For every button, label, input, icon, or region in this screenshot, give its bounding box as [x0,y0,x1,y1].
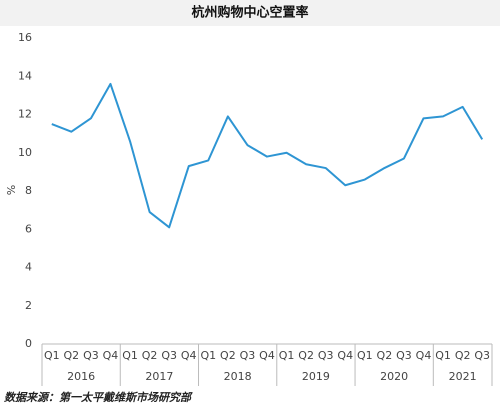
x-tick-label: Q2 [142,349,158,362]
y-tick-label: 4 [25,261,32,274]
x-tick-label: Q2 [377,349,393,362]
x-group-label: 2019 [302,370,330,383]
y-tick-label: 8 [25,184,32,197]
y-axis-label: % [5,185,18,195]
x-tick-label: Q2 [298,349,314,362]
y-tick-label: 10 [18,146,32,159]
x-tick-label: Q3 [474,349,490,362]
x-tick-label: Q1 [44,349,60,362]
x-group-label: 2020 [380,370,408,383]
x-tick-label: Q2 [220,349,236,362]
x-tick-label: Q1 [122,349,138,362]
y-tick-label: 2 [25,299,32,312]
x-tick-label: Q1 [435,349,451,362]
x-tick-label: Q3 [83,349,99,362]
x-tick-label: Q4 [103,349,119,362]
x-group-label: 2021 [449,370,477,383]
x-tick-label: Q1 [200,349,216,362]
x-tick-label: Q1 [279,349,295,362]
x-tick-label: Q3 [396,349,412,362]
x-tick-label: Q4 [337,349,353,362]
x-tick-label: Q3 [161,349,177,362]
x-tick-label: Q4 [416,349,432,362]
y-tick-label: 0 [25,337,32,350]
x-tick-label: Q1 [357,349,373,362]
x-tick-label: Q2 [455,349,471,362]
x-tick-label: Q3 [240,349,256,362]
data-line [51,82,484,229]
y-tick-label: 12 [18,108,32,121]
y-tick-label: 16 [18,31,32,44]
x-tick-label: Q3 [318,349,334,362]
x-tick-label: Q4 [181,349,197,362]
chart-title: 杭州购物中心空置率 [191,5,308,21]
x-group-label: 2018 [224,370,252,383]
x-group-label: 2016 [67,370,95,383]
y-tick-label: 14 [18,69,32,82]
x-group-label: 2017 [145,370,173,383]
source-note: 数据来源：第一太平戴维斯市场研究部 [4,391,193,404]
y-tick-label: 6 [25,222,32,235]
x-tick-label: Q4 [259,349,275,362]
x-tick-label: Q2 [64,349,80,362]
title-band [0,0,500,26]
